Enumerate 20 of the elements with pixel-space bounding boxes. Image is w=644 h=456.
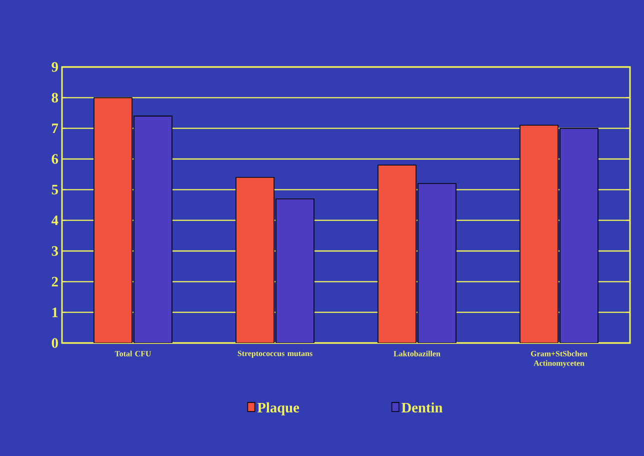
bar xyxy=(236,177,274,343)
bar xyxy=(560,128,598,343)
y-tick-label: 2 xyxy=(52,276,58,286)
y-tick-label: 1 xyxy=(52,308,58,318)
y-tick-label: 0 xyxy=(52,338,58,348)
legend-label: Dentin xyxy=(402,402,443,412)
bar xyxy=(134,116,172,343)
bar xyxy=(520,124,558,343)
y-tick-label: 8 xyxy=(52,92,58,103)
y-tick-label: 7 xyxy=(52,124,58,134)
y-tick-label: 5 xyxy=(52,184,58,194)
bar xyxy=(94,97,132,343)
y-tick-label: 3 xyxy=(52,246,58,256)
bar xyxy=(378,164,416,343)
y-tick-label: 4 xyxy=(52,216,58,226)
legend-label: Plaque xyxy=(257,402,300,416)
bar xyxy=(418,183,456,343)
bar xyxy=(276,198,314,343)
y-tick-label: 9 xyxy=(52,62,58,72)
y-tick-label: 6 xyxy=(52,154,58,164)
